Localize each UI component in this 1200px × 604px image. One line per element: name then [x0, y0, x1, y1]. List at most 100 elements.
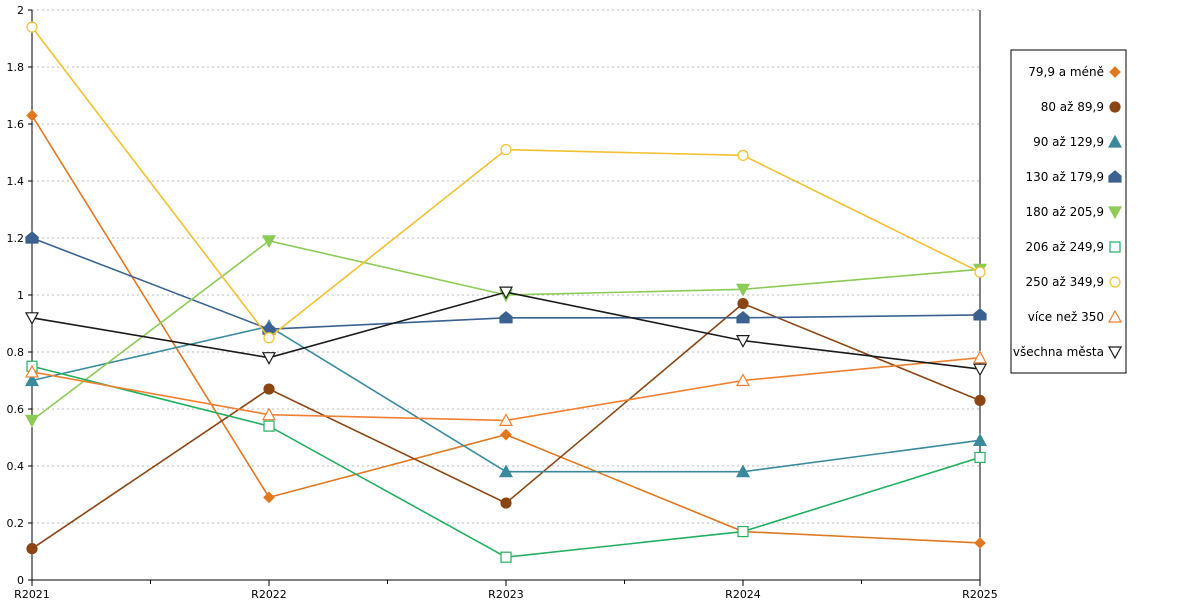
legend-item: 80 až 89,9 — [1041, 100, 1121, 114]
x-tick-label: R2024 — [725, 588, 761, 600]
data-point — [26, 109, 38, 122]
data-point — [24, 373, 40, 387]
y-tick-label: 0.4 — [7, 460, 25, 473]
data-point — [500, 428, 512, 441]
data-point — [26, 543, 38, 555]
data-point — [263, 491, 275, 504]
series-line — [31, 115, 981, 544]
series-4 — [24, 235, 988, 428]
legend-marker — [1107, 309, 1123, 323]
data-point — [737, 149, 749, 161]
data-point — [735, 283, 751, 297]
x-tick-label: R2025 — [962, 588, 998, 600]
legend-label: 250 až 349,9 — [1025, 275, 1104, 289]
data-point — [735, 373, 751, 387]
series-8 — [24, 286, 988, 377]
data-point — [737, 297, 749, 310]
legend-marker — [1107, 206, 1123, 220]
legend-item: 250 až 349,9 — [1025, 275, 1121, 289]
data-point — [735, 335, 751, 348]
legend-item: 130 až 179,9 — [1025, 170, 1122, 184]
legend-marker — [1109, 66, 1121, 78]
data-point — [500, 551, 512, 563]
data-point — [974, 266, 986, 278]
series-7 — [24, 350, 988, 426]
series-6 — [26, 21, 986, 344]
y-tick-label: 1.6 — [7, 118, 25, 131]
y-tick-label: 1.4 — [7, 175, 25, 188]
y-tick-label: 1.8 — [7, 61, 25, 74]
gridlines — [32, 9, 980, 524]
y-tick-label: 0.8 — [7, 346, 25, 359]
data-point — [735, 464, 751, 478]
legend-label: 79,9 a méně — [1028, 65, 1104, 79]
data-point — [498, 464, 514, 478]
series-line — [31, 302, 981, 550]
data-point — [261, 235, 277, 249]
legend-label: 80 až 89,9 — [1041, 100, 1104, 114]
legend-label: více než 350 — [1028, 310, 1104, 324]
data-point — [24, 312, 40, 326]
legend-item: 206 až 249,9 — [1025, 240, 1121, 254]
y-tick-label: 1 — [17, 289, 24, 302]
y-tick-label: 0 — [17, 574, 24, 587]
data-point — [500, 144, 512, 156]
data-point — [261, 407, 277, 421]
data-point — [26, 21, 38, 33]
data-point — [263, 383, 275, 395]
data-point — [498, 286, 514, 300]
data-point — [974, 394, 986, 407]
legend-label: všechna města — [1013, 345, 1104, 359]
data-point — [500, 497, 512, 509]
legend-marker — [1107, 346, 1123, 360]
legend-item: všechna města — [1013, 345, 1123, 360]
legend-label: 90 až 129,9 — [1033, 135, 1104, 149]
y-tick-label: 2 — [17, 4, 24, 17]
legend-marker — [1109, 241, 1121, 253]
series-0 — [26, 109, 986, 549]
x-tick-label: R2022 — [251, 588, 287, 600]
series-line — [31, 365, 981, 559]
data-point — [974, 537, 986, 549]
data-point — [736, 311, 750, 324]
legend-item: 180 až 205,9 — [1025, 205, 1123, 220]
data-point — [25, 231, 39, 244]
y-tick-label: 0.2 — [7, 517, 25, 530]
y-tick-label: 0.6 — [7, 403, 25, 416]
series-line — [31, 291, 981, 370]
legend-label: 180 až 205,9 — [1025, 205, 1104, 219]
data-point — [972, 350, 988, 364]
legend-label: 206 až 249,9 — [1025, 240, 1104, 254]
data-point — [498, 413, 514, 426]
legend: 79,9 a méně 80 až 89,9 90 až 129,9 130 až 1… — [1010, 49, 1127, 374]
data-point — [263, 420, 275, 432]
legend-item: 90 až 129,9 — [1033, 134, 1123, 149]
y-tick-label: 1.2 — [7, 232, 25, 245]
data-point — [972, 433, 988, 446]
series-lines — [24, 21, 988, 563]
series-line — [31, 356, 981, 422]
data-point — [263, 332, 275, 344]
data-point — [24, 414, 40, 428]
axes: 0 0.2 0.4 0.6 0.8 1 1.2 1.4 1.6 1.8 2 R2021 R2022 R20… — [7, 4, 998, 601]
data-point — [974, 451, 986, 464]
legend-marker — [1109, 101, 1121, 113]
data-point — [737, 525, 749, 538]
legend-marker — [1108, 170, 1122, 183]
legend-label: 130 až 179,9 — [1025, 170, 1104, 184]
series-3 — [25, 231, 987, 335]
series-5 — [26, 360, 986, 563]
legend-item: více než 350 — [1028, 309, 1123, 324]
series-line — [31, 325, 981, 473]
legend-box — [1010, 49, 1127, 374]
x-tick-label: R2021 — [14, 588, 50, 600]
data-point — [973, 308, 987, 321]
data-point — [261, 352, 277, 365]
series-line — [31, 239, 981, 422]
legend-marker — [1107, 134, 1123, 148]
legend-marker — [1109, 276, 1121, 288]
data-point — [499, 311, 513, 324]
data-point — [972, 363, 988, 377]
